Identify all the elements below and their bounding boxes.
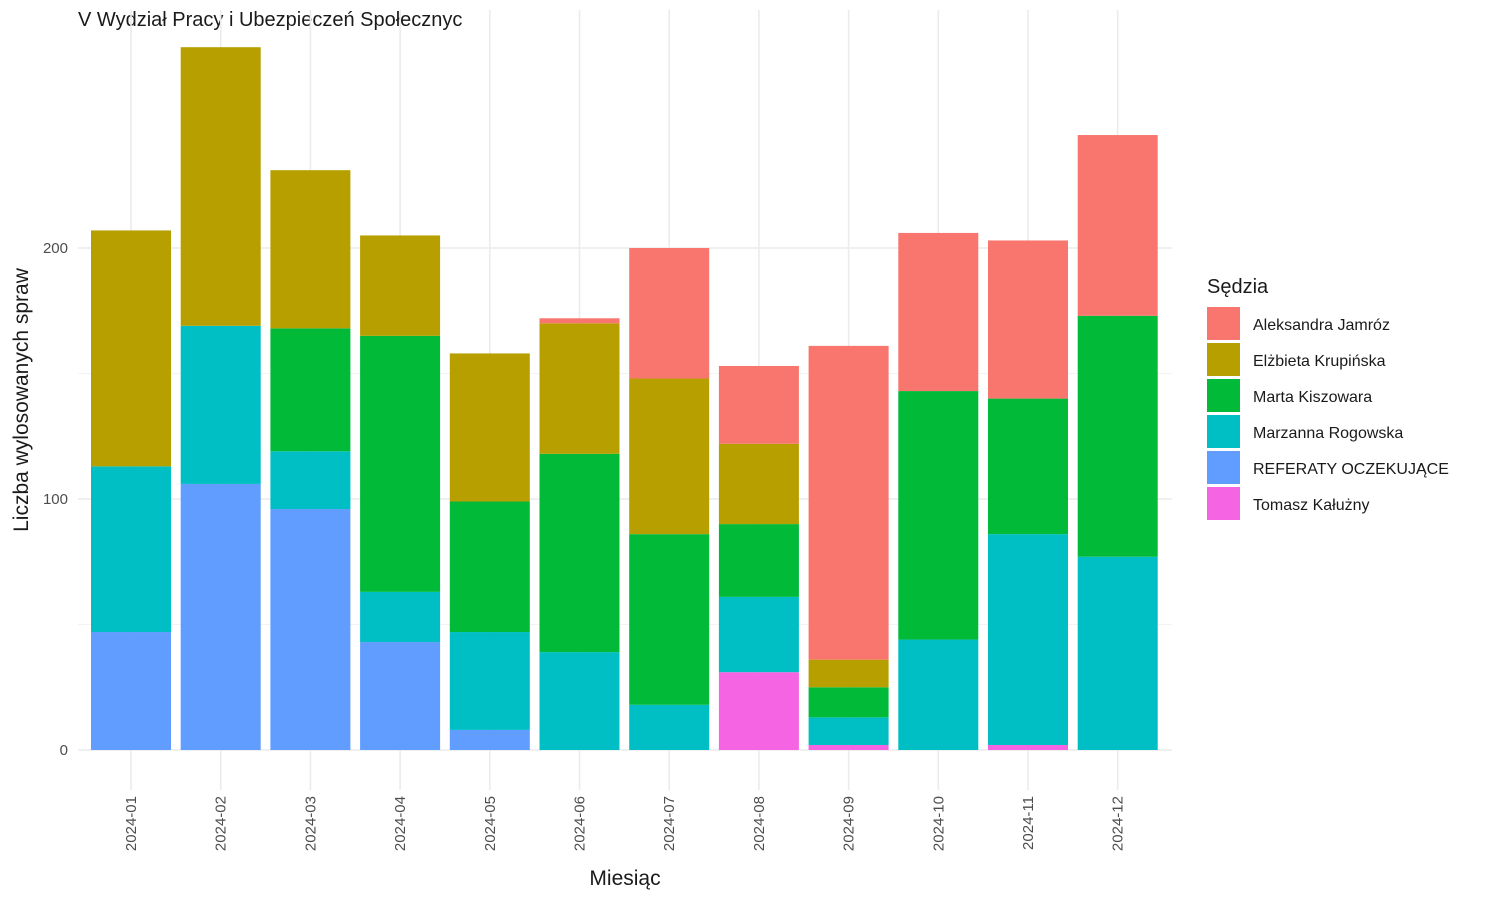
y-tick-label: 100	[43, 491, 68, 508]
bar-segment	[718, 365, 799, 444]
bar-segment	[91, 632, 171, 750]
bar-segment	[180, 483, 261, 750]
legend-key	[1207, 307, 1240, 340]
bar-segment	[718, 596, 799, 673]
bar-segment	[270, 170, 351, 329]
legend-key	[1207, 379, 1240, 412]
legend-label: REFERATY OCZEKUJĄCE	[1253, 461, 1449, 478]
bar-segment	[539, 453, 620, 653]
bar-segment	[449, 501, 530, 633]
bar-segment	[1077, 556, 1158, 750]
bar-segment	[718, 672, 799, 750]
legend-key	[1207, 487, 1240, 520]
bar-segment	[988, 534, 1068, 745]
bar-segment	[270, 328, 351, 452]
legend-key	[1207, 415, 1240, 448]
bar-segment	[988, 398, 1068, 535]
x-tick-label: 2024-10	[930, 796, 947, 851]
bar-segment	[180, 47, 261, 326]
x-tick-label: 2024-01	[123, 796, 140, 851]
legend-label: Elżbieta Krupińska	[1253, 353, 1386, 370]
bar-segment	[808, 744, 889, 750]
bar-segment	[360, 642, 441, 750]
bar-segment	[1077, 135, 1158, 316]
bar-segment	[718, 524, 799, 597]
legend-title: Sędzia	[1207, 276, 1269, 298]
chart-title: V Wydział Pracy i Ubezpieczeń Społecznyc	[78, 9, 462, 31]
bar-segment	[1077, 315, 1158, 557]
legend-label: Aleksandra Jamróz	[1253, 317, 1390, 334]
bar-segment	[808, 687, 889, 718]
bar-segment	[808, 717, 889, 745]
bar-segment	[629, 378, 710, 535]
bar-segment	[718, 443, 799, 525]
bar-segment	[360, 235, 441, 336]
legend-label: Marta Kiszowara	[1253, 389, 1372, 406]
bar-segment	[270, 451, 351, 510]
bar-segment	[988, 744, 1068, 750]
x-tick-label: 2024-07	[661, 796, 678, 851]
x-tick-label: 2024-08	[751, 796, 768, 851]
bar-segment	[539, 318, 620, 324]
bar-segment	[898, 391, 979, 640]
legend: Sędzia Aleksandra Jamróz Elżbieta Krupińs…	[1207, 276, 1449, 520]
bar-segment	[898, 232, 979, 392]
bar-segment	[539, 652, 620, 750]
legend-key	[1207, 451, 1240, 484]
bar-segment	[808, 345, 889, 660]
x-tick-label: 2024-03	[302, 796, 319, 851]
x-tick-label: 2024-04	[392, 796, 409, 851]
x-tick-label: 2024-02	[213, 796, 230, 851]
legend-label: Tomasz Kałużny	[1253, 497, 1370, 514]
x-tick-label: 2024-12	[1110, 796, 1127, 851]
y-tick-label: 200	[43, 240, 68, 257]
x-axis-title: Miesiąc	[589, 867, 660, 890]
x-tick-labels: 2024-01 2024-02 2024-03 2024-04 2024-05 2024-…	[123, 796, 1127, 851]
x-tick-label: 2024-05	[482, 796, 499, 851]
bar-segment	[360, 335, 441, 592]
bar-segment	[808, 659, 889, 688]
bar-segment	[360, 591, 441, 643]
bar-segment	[449, 353, 530, 502]
bar-segment	[91, 466, 171, 633]
bar-segment	[988, 240, 1068, 399]
bar-segment	[629, 704, 710, 750]
bar-segment	[270, 509, 351, 750]
bar-segment	[629, 248, 710, 379]
y-tick-label: 0	[60, 742, 68, 759]
legend-label: Marzanna Rogowska	[1253, 425, 1403, 442]
y-axis-title: Liczba wylosowanych spraw	[10, 267, 33, 532]
y-tick-labels: 0 100 200	[43, 240, 68, 759]
bar-segment	[180, 325, 261, 484]
x-tick-label: 2024-11	[1020, 796, 1037, 850]
bar-segment	[539, 323, 620, 454]
bar-segment	[898, 639, 979, 750]
bar-segment	[449, 729, 530, 750]
bar-segment	[91, 230, 171, 467]
x-tick-label: 2024-09	[841, 796, 858, 851]
legend-key	[1207, 343, 1240, 376]
bar-segment	[449, 632, 530, 730]
x-tick-label: 2024-06	[572, 796, 589, 851]
bar-segment	[629, 534, 710, 705]
bars	[91, 47, 1158, 750]
